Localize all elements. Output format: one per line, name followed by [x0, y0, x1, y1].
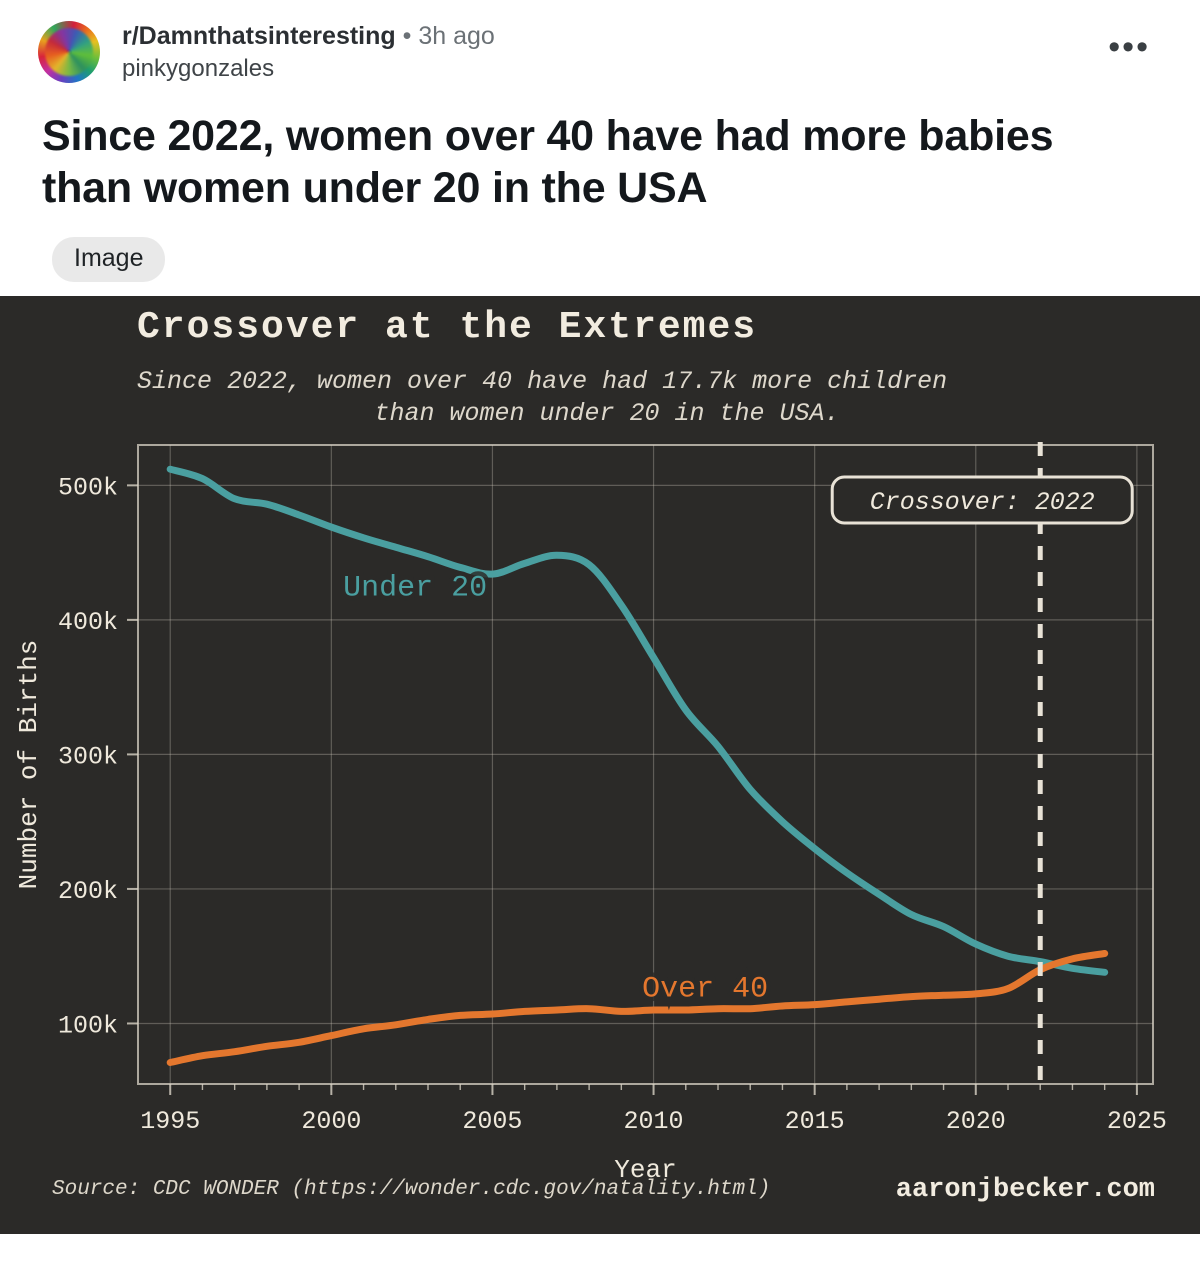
x-axis-tick-label: 2000: [301, 1107, 361, 1136]
chart-subtitle-line1: Since 2022, women over 40 have had 17.7k…: [137, 366, 948, 396]
y-axis-tick-label: 300k: [58, 742, 118, 771]
x-axis-tick-label: 2015: [785, 1107, 845, 1136]
more-options-icon[interactable]: •••: [1108, 28, 1150, 66]
x-axis-title: Year: [614, 1155, 676, 1185]
author-link[interactable]: pinkygonzales: [122, 55, 275, 82]
swirl-avatar-icon[interactable]: [38, 21, 100, 83]
post-timestamp: 3h ago: [418, 22, 495, 50]
series-label-halo: Over 40: [642, 972, 768, 1006]
post-meta: r/Damnthatsinteresting • 3h ago pinkygon…: [122, 18, 495, 85]
chart-source-text: Source: CDC WONDER (https://wonder.cdc.g…: [52, 1178, 770, 1201]
x-axis-tick-label: 2010: [624, 1107, 684, 1136]
y-axis-tick-label: 500k: [58, 473, 118, 502]
y-axis-title: Number of Births: [14, 640, 44, 890]
crossover-annotation-box: [830, 475, 1134, 525]
y-axis-tick-label: 400k: [58, 608, 118, 637]
x-axis-tick-label: 2020: [946, 1107, 1006, 1136]
x-axis-tick-label: 2005: [462, 1107, 522, 1136]
series-label: Over 40: [642, 972, 768, 1006]
chart-title: Crossover at the Extremes: [137, 305, 758, 349]
attachment-badge: Image: [52, 236, 166, 282]
post-meta-line: r/Damnthatsinteresting • 3h ago: [122, 20, 495, 52]
chart-plot: 100k 200k 300k 400k 500k 1995 2000 2005 2010 2015…: [14, 441, 1167, 1205]
crossover-annotation-label: Crossover: 2022: [870, 488, 1095, 517]
meta-separator: •: [402, 22, 412, 50]
series-label-halo: Under 20: [343, 572, 487, 606]
post-header: r/Damnthatsinteresting • 3h ago pinkygon…: [0, 0, 1200, 92]
y-axis-tick-label: 100k: [58, 1011, 118, 1040]
subreddit-link[interactable]: r/Damnthatsinteresting: [122, 22, 396, 50]
x-axis-tick-label: 1995: [140, 1107, 200, 1136]
chart-subtitle: Since 2022, women over 40 have had 17.7k…: [137, 366, 1137, 430]
series-line-over-40: [166, 949, 1109, 1066]
chart-credit-text: aaronjbecker.com: [896, 1175, 1155, 1205]
series-line-under-20: [166, 465, 1109, 976]
chart-subtitle-line2: than women under 20 in the USA.: [374, 398, 840, 428]
plot-frame: [137, 443, 1154, 1085]
y-axis-tick-label: 200k: [58, 877, 118, 906]
x-axis-tick-label: 2025: [1107, 1107, 1167, 1136]
post-title: Since 2022, women over 40 have had more …: [42, 112, 1054, 213]
chart-image: Crossover at the Extremes Since 2022, wo…: [0, 295, 1200, 1234]
series-label: Under 20: [343, 572, 487, 606]
attachment-badge-row: Image: [0, 215, 1200, 296]
